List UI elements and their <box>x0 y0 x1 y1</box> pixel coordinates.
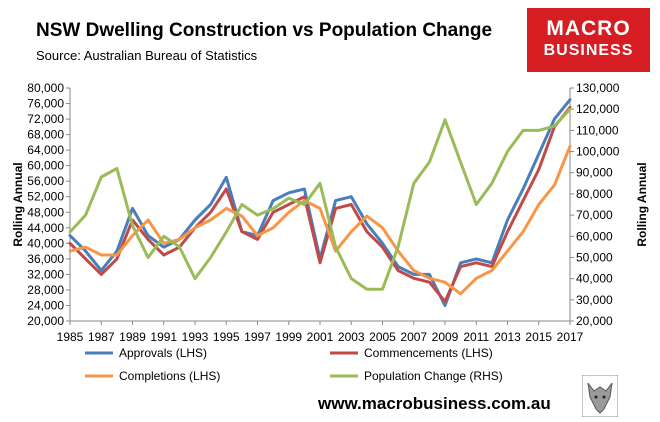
right-tick-label: 40,000 <box>576 272 613 286</box>
series-line-1 <box>68 98 572 307</box>
x-tick-label: 1997 <box>244 330 271 344</box>
macrobusiness-logo: MACRO BUSINESS <box>527 8 650 72</box>
left-tick-label: 44,000 <box>27 221 64 235</box>
left-tick-label: 20,000 <box>27 314 64 328</box>
x-tick-label: 1993 <box>182 330 209 344</box>
left-tick-label: 76,000 <box>27 97 64 111</box>
x-tick-label: 1995 <box>213 330 240 344</box>
right-tick-label: 80,000 <box>576 187 613 201</box>
right-tick-label: 130,000 <box>576 81 620 95</box>
x-tick-label: 1987 <box>88 330 115 344</box>
left-axis-label: Rolling Annual <box>11 162 25 246</box>
x-tick-label: 1985 <box>57 330 84 344</box>
website-url: www.macrobusiness.com.au <box>318 394 551 413</box>
x-tick-label: 2005 <box>369 330 396 344</box>
left-tick-label: 80,000 <box>27 81 64 95</box>
series-line-3 <box>68 144 572 296</box>
right-tick-label: 110,000 <box>576 123 619 137</box>
right-tick-label: 90,000 <box>576 166 613 180</box>
right-tick-label: 60,000 <box>576 229 613 243</box>
left-tick-label: 24,000 <box>27 298 64 312</box>
left-tick-label: 28,000 <box>27 283 64 297</box>
left-tick-label: 40,000 <box>27 236 64 250</box>
left-tick-label: 52,000 <box>27 190 64 204</box>
right-tick-label: 100,000 <box>576 145 620 159</box>
x-tick-label: 2015 <box>525 330 552 344</box>
x-tick-label: 2009 <box>432 330 459 344</box>
left-tick-label: 60,000 <box>27 159 64 173</box>
right-axis-label: Rolling Annual <box>635 162 649 246</box>
series-line-4 <box>68 107 572 291</box>
left-tick-label: 36,000 <box>27 252 64 266</box>
x-tick-label: 2001 <box>307 330 334 344</box>
right-tick-label: 70,000 <box>576 208 613 222</box>
right-tick-label: 20,000 <box>576 314 613 328</box>
left-tick-label: 48,000 <box>27 205 64 219</box>
right-tick-label: 120,000 <box>576 102 620 116</box>
left-tick-label: 68,000 <box>27 128 64 142</box>
left-tick-label: 32,000 <box>27 267 64 281</box>
x-tick-label: 1999 <box>275 330 302 344</box>
legend-label-4: Population Change (RHS) <box>364 369 503 383</box>
legend-label-2: Commencements (LHS) <box>364 346 493 360</box>
x-tick-label: 1989 <box>119 330 146 344</box>
x-tick-label: 2013 <box>494 330 521 344</box>
chart-title: NSW Dwelling Construction vs Population … <box>36 20 493 41</box>
x-tick-label: 2007 <box>400 330 427 344</box>
x-tick-label: 2011 <box>463 330 489 344</box>
logo-line-1: MACRO <box>546 17 631 40</box>
right-tick-label: 30,000 <box>576 293 613 307</box>
left-tick-label: 72,000 <box>27 112 64 126</box>
legend-label-1: Approvals (LHS) <box>119 346 207 360</box>
wolf-logo-icon <box>582 375 618 417</box>
x-tick-label: 2017 <box>557 330 584 344</box>
x-tick-label: 2003 <box>338 330 365 344</box>
left-tick-label: 56,000 <box>27 174 64 188</box>
left-tick-label: 64,000 <box>27 143 64 157</box>
x-tick-label: 1991 <box>150 330 177 344</box>
chart-subtitle: Source: Australian Bureau of Statistics <box>36 48 258 63</box>
series-line-2 <box>68 105 572 304</box>
legend-label-3: Completions (LHS) <box>119 369 220 383</box>
right-tick-label: 50,000 <box>576 250 613 264</box>
logo-line-2: BUSINESS <box>543 42 634 59</box>
